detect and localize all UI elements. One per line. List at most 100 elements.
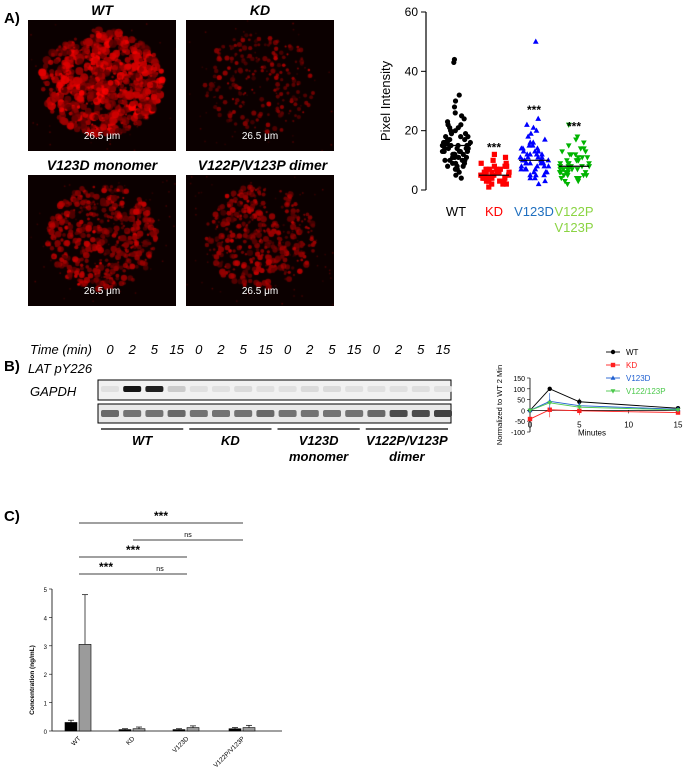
significance-label: *** — [126, 543, 140, 557]
data-point — [441, 148, 447, 155]
data-point — [576, 176, 582, 182]
data-point — [458, 175, 464, 181]
gapdh-band — [167, 410, 186, 417]
time-point-label: 2 — [128, 342, 136, 357]
data-point — [557, 167, 564, 173]
y-tick-label: 4 — [44, 616, 48, 622]
series-point — [547, 407, 552, 412]
data-point — [532, 38, 539, 44]
data-point — [497, 166, 503, 172]
pixel-intensity-chart: 0 20 40 60 Pixel Intensity WT *** KD *** V123D ***… — [378, 5, 594, 235]
panel-b-letter: B) — [4, 358, 20, 375]
scale-bar-label: 26.5 μm — [241, 131, 279, 142]
data-point — [582, 170, 589, 176]
gapdh-band — [123, 410, 142, 417]
gapdh-band — [212, 410, 230, 417]
group-label: V123D — [514, 204, 554, 219]
time-point-label: 0 — [372, 342, 380, 357]
series-point — [577, 408, 582, 414]
data-point — [532, 175, 538, 181]
time-point-label: 2 — [217, 342, 225, 357]
legend-label: WT — [626, 348, 639, 357]
data-point — [520, 148, 527, 154]
category-label: V123D — [171, 735, 190, 754]
lat-band — [123, 386, 142, 392]
data-point — [580, 140, 587, 146]
data-point — [484, 175, 490, 181]
series-point — [527, 416, 533, 422]
legend-marker — [610, 362, 616, 368]
x-axis-label: Minutes — [578, 428, 606, 437]
data-point — [518, 166, 525, 172]
lat-band — [345, 386, 364, 392]
data-point — [573, 137, 579, 143]
data-point — [581, 146, 587, 152]
data-point — [557, 170, 564, 176]
data-point — [565, 170, 571, 176]
data-point — [572, 152, 579, 158]
legend-marker — [610, 389, 616, 394]
data-point — [445, 145, 451, 152]
data-point — [574, 134, 581, 140]
significance-label: *** — [99, 560, 113, 574]
legend-marker — [610, 349, 616, 355]
data-point — [451, 59, 457, 66]
data-point — [564, 158, 570, 164]
y-tick-label: 40 — [405, 64, 419, 78]
data-point — [522, 160, 529, 166]
y-tick-label: 0 — [521, 408, 525, 415]
significance-label: ns — [184, 532, 192, 539]
lat-band — [411, 386, 430, 392]
series-point — [547, 401, 553, 406]
time-point-label: 15 — [169, 342, 184, 357]
data-point — [579, 155, 586, 161]
data-point — [456, 92, 462, 98]
y-tick-label: 60 — [405, 5, 419, 19]
blot-group-label-line2: monomer — [289, 449, 349, 464]
data-point — [491, 163, 498, 169]
data-point — [559, 149, 565, 155]
x-tick-label: 10 — [624, 420, 633, 429]
y-tick-label: 50 — [517, 398, 525, 405]
gapdh-band — [411, 410, 430, 417]
lat-band — [278, 386, 297, 392]
panel-a-letter: A) — [4, 10, 20, 27]
micrograph-dimer: 26.5 μm — [186, 175, 334, 306]
data-point — [524, 121, 530, 127]
micro-title-v123d: V123D monomer — [46, 157, 158, 173]
gapdh-band — [323, 410, 341, 417]
micrograph-kd: 26.5 μm — [186, 20, 334, 151]
bar — [186, 727, 200, 732]
data-point — [488, 175, 494, 181]
data-point — [481, 169, 487, 175]
data-point — [562, 179, 568, 185]
time-point-label: 0 — [195, 342, 203, 357]
blot-group-label: KD — [221, 433, 240, 448]
data-point — [491, 151, 497, 157]
data-point — [483, 166, 489, 172]
panel-c-letter: C) — [4, 508, 20, 525]
data-point — [528, 130, 534, 136]
group-label: KD — [485, 204, 503, 219]
data-point — [464, 148, 471, 155]
data-point — [565, 143, 572, 149]
data-point — [458, 134, 464, 140]
data-point — [444, 139, 450, 146]
data-point — [480, 175, 486, 181]
bar — [118, 729, 132, 732]
y-tick-label: 3 — [44, 645, 48, 651]
data-point — [489, 169, 495, 175]
data-point — [460, 163, 466, 169]
group-label: V122P — [554, 204, 593, 219]
gapdh-band — [434, 410, 452, 417]
data-point — [517, 154, 524, 160]
micro-title-wt: WT — [91, 2, 113, 18]
data-point — [535, 115, 542, 121]
series-line — [529, 400, 679, 411]
data-point — [574, 167, 581, 173]
data-point — [541, 172, 547, 178]
gapdh-band — [101, 410, 119, 417]
data-point — [445, 163, 451, 169]
